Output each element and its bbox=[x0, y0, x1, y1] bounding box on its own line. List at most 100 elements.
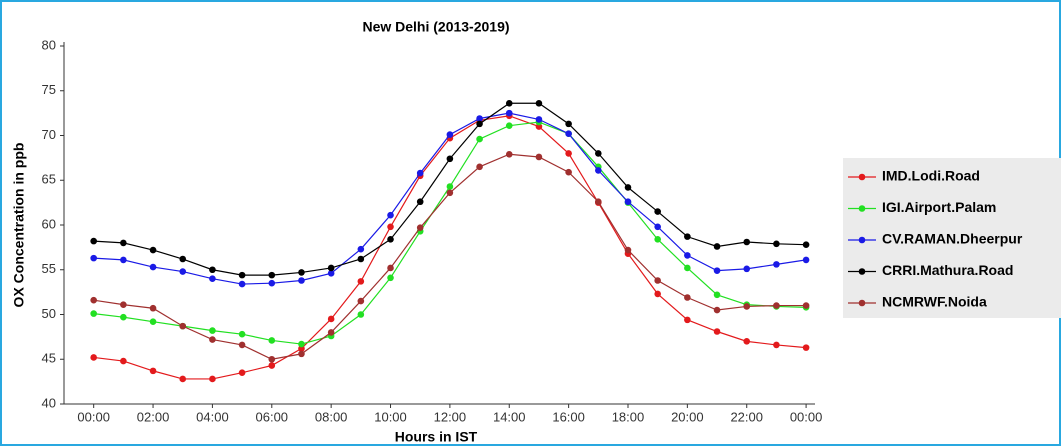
data-point bbox=[387, 236, 394, 243]
data-point bbox=[298, 277, 305, 284]
y-tick-label: 55 bbox=[42, 261, 56, 276]
data-point bbox=[505, 150, 513, 158]
data-point bbox=[90, 296, 97, 304]
data-point bbox=[654, 277, 661, 284]
data-point bbox=[743, 238, 751, 246]
data-point bbox=[416, 198, 424, 206]
data-point bbox=[684, 294, 691, 301]
data-point bbox=[505, 109, 513, 117]
data-point bbox=[446, 189, 454, 197]
data-point bbox=[416, 169, 424, 177]
data-point bbox=[713, 243, 721, 250]
y-tick-label: 50 bbox=[42, 306, 56, 321]
data-point bbox=[565, 130, 572, 138]
data-point bbox=[357, 245, 365, 253]
data-point bbox=[238, 271, 246, 279]
data-point bbox=[238, 369, 246, 376]
data-point bbox=[713, 306, 721, 314]
data-point bbox=[209, 327, 216, 334]
data-point bbox=[357, 297, 365, 305]
data-point bbox=[595, 198, 602, 206]
data-point bbox=[298, 340, 305, 348]
data-point bbox=[773, 261, 780, 268]
data-point bbox=[327, 264, 335, 272]
data-point bbox=[238, 341, 246, 349]
legend-label: CV.RAMAN.Dheerpur bbox=[882, 231, 1023, 247]
data-point bbox=[120, 239, 127, 247]
data-point bbox=[209, 375, 216, 383]
data-point bbox=[802, 241, 810, 248]
data-point bbox=[238, 330, 246, 338]
legend-box bbox=[843, 158, 1061, 318]
data-point bbox=[476, 163, 483, 171]
data-point bbox=[357, 311, 365, 318]
data-point bbox=[120, 357, 127, 365]
chart-title: New Delhi (2013-2019) bbox=[362, 19, 509, 35]
legend-label: NCMRWF.Noida bbox=[882, 294, 987, 310]
data-point bbox=[802, 256, 810, 264]
data-point bbox=[476, 115, 483, 122]
data-point bbox=[387, 223, 394, 231]
data-point bbox=[90, 354, 97, 361]
data-point bbox=[446, 183, 454, 190]
data-point bbox=[357, 255, 365, 263]
data-point bbox=[149, 263, 157, 271]
data-point bbox=[446, 155, 454, 163]
data-point bbox=[209, 266, 216, 274]
data-point bbox=[684, 264, 691, 272]
data-point bbox=[595, 167, 602, 174]
data-point bbox=[654, 223, 661, 231]
data-point bbox=[209, 336, 216, 343]
y-tick-label: 65 bbox=[42, 172, 56, 187]
x-tick-label: 14:00 bbox=[493, 409, 526, 424]
data-point bbox=[476, 120, 483, 128]
data-point bbox=[179, 375, 187, 383]
data-point bbox=[684, 252, 691, 259]
data-point bbox=[268, 337, 276, 344]
data-point bbox=[654, 208, 661, 215]
data-point bbox=[535, 153, 543, 161]
data-point bbox=[743, 303, 751, 310]
y-axis-label: OX Concentration in ppb bbox=[11, 143, 27, 308]
data-point bbox=[327, 270, 335, 277]
data-point bbox=[713, 328, 721, 335]
data-point bbox=[268, 355, 276, 363]
data-point bbox=[595, 150, 602, 157]
y-tick-label: 70 bbox=[42, 127, 56, 142]
data-point bbox=[565, 120, 572, 128]
x-tick-label: 00:00 bbox=[790, 409, 823, 424]
data-point bbox=[476, 135, 483, 143]
x-tick-label: 02:00 bbox=[137, 409, 170, 424]
data-point bbox=[505, 99, 513, 107]
legend-marker bbox=[858, 173, 866, 181]
data-point bbox=[149, 367, 157, 375]
data-point bbox=[654, 236, 661, 243]
data-point bbox=[684, 233, 691, 240]
data-point bbox=[565, 168, 572, 176]
data-point bbox=[684, 316, 691, 324]
data-point bbox=[773, 240, 780, 248]
data-point bbox=[387, 274, 394, 282]
x-tick-label: 20:00 bbox=[671, 409, 704, 424]
x-tick-label: 22:00 bbox=[730, 409, 763, 424]
data-point bbox=[624, 198, 632, 206]
y-tick-label: 45 bbox=[42, 351, 56, 366]
legend-label: CRRI.Mathura.Road bbox=[882, 262, 1013, 278]
data-point bbox=[298, 350, 305, 358]
data-point bbox=[179, 255, 187, 263]
data-point bbox=[713, 291, 721, 299]
y-tick-label: 80 bbox=[42, 37, 56, 52]
data-point bbox=[387, 264, 394, 272]
data-point bbox=[446, 131, 454, 138]
data-point bbox=[238, 280, 246, 288]
data-point bbox=[268, 362, 276, 369]
y-tick-label: 40 bbox=[42, 395, 56, 410]
data-point bbox=[416, 224, 424, 231]
data-point bbox=[713, 267, 721, 274]
data-point bbox=[743, 265, 751, 273]
data-point bbox=[773, 341, 780, 349]
data-point bbox=[654, 290, 661, 298]
data-point bbox=[327, 315, 335, 323]
data-point bbox=[149, 246, 157, 254]
data-point bbox=[209, 275, 216, 283]
